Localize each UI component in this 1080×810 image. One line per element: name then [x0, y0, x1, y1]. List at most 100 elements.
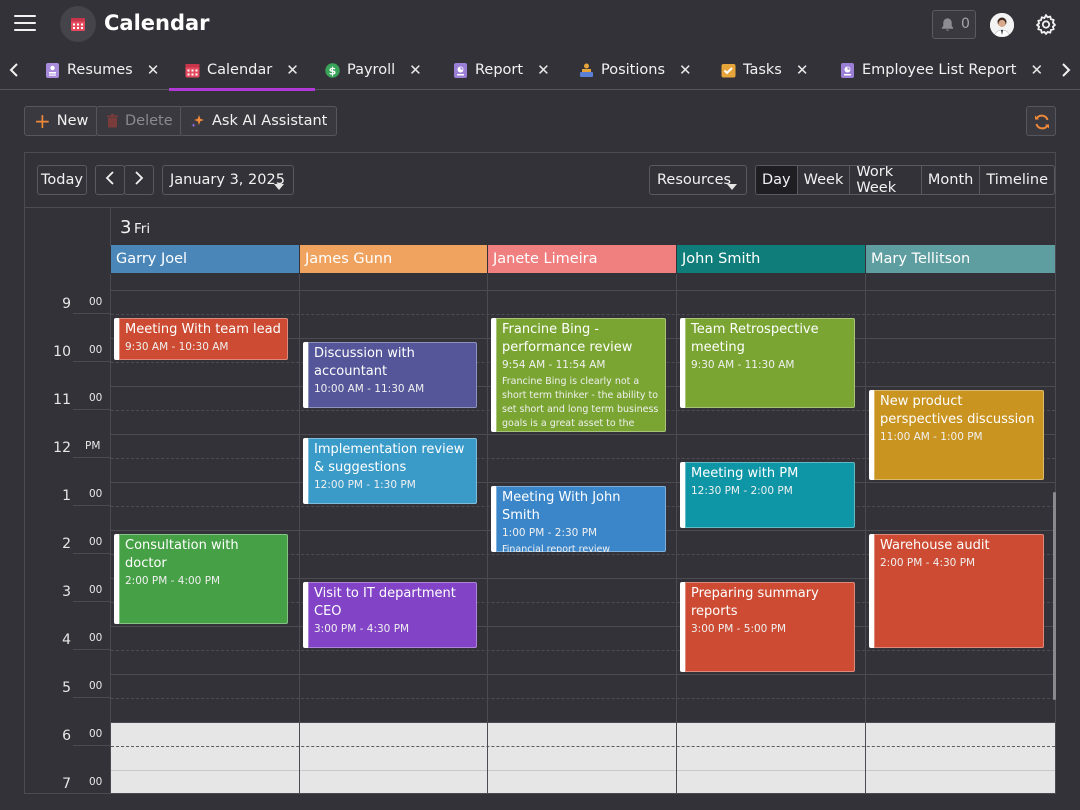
- tasks-icon: [721, 63, 736, 78]
- resources-dropdown[interactable]: Resources: [649, 165, 747, 195]
- appointment[interactable]: Implementation review & suggestions 12:0…: [303, 438, 477, 504]
- view-work-week-button[interactable]: Work Week: [849, 166, 921, 194]
- date-navigator-dropdown[interactable]: January 3, 2025: [162, 165, 294, 195]
- hour-label: 7: [62, 776, 71, 792]
- time-grid[interactable]: 9 00 10 00 11 00 12 PM 1 00 2 00 3 00 4 00 5 00 6…: [25, 274, 1055, 793]
- hour-label: 10: [53, 344, 71, 360]
- tabs-scroll-left-icon[interactable]: [4, 60, 24, 80]
- appointment-title: Francine Bing - performance review: [502, 322, 633, 355]
- view-timeline-button[interactable]: Timeline: [979, 166, 1054, 194]
- appointment[interactable]: Visit to IT department CEO 3:00 PM - 4:3…: [303, 582, 477, 648]
- tab-payroll[interactable]: $ Payroll ✕: [325, 50, 422, 90]
- appointment[interactable]: Francine Bing - performance review 9:54 …: [491, 318, 666, 432]
- view-month-button[interactable]: Month: [920, 166, 979, 194]
- tab-label: Employee List Report: [862, 62, 1017, 78]
- day-header: 3 Fri: [110, 208, 1055, 246]
- appointment-time: 1:00 PM - 2:30 PM: [502, 527, 598, 539]
- trash-icon: [106, 114, 119, 128]
- settings-gear-icon[interactable]: [1034, 13, 1058, 37]
- user-avatar[interactable]: [990, 13, 1014, 37]
- hour-label: 5: [62, 680, 71, 696]
- hour-label: 1: [62, 488, 71, 504]
- hour-sublabel: PM: [85, 440, 101, 452]
- hour-label: 3: [62, 584, 71, 600]
- tab-positions[interactable]: Positions ✕: [579, 50, 692, 90]
- appointment-time: 12:30 PM - 2:00 PM: [691, 485, 793, 497]
- report-icon: [840, 62, 855, 78]
- payroll-icon: $: [325, 62, 340, 78]
- appointment-title: Warehouse audit: [880, 538, 990, 553]
- view-switcher: Day Week Work Week Month Timeline: [755, 165, 1055, 195]
- new-button-label: New: [56, 113, 89, 129]
- close-icon[interactable]: ✕: [286, 61, 299, 79]
- appointment[interactable]: Preparing summary reports 3:00 PM - 5:00…: [680, 582, 855, 672]
- appointment[interactable]: Team Retrospective meeting 9:30 AM - 11:…: [680, 318, 855, 408]
- tab-label: Tasks: [743, 62, 782, 78]
- menu-icon[interactable]: [14, 15, 36, 33]
- resource-header-janete-limeira: Janete Limeira: [488, 245, 676, 273]
- day-number: 3: [120, 217, 132, 238]
- hour-sublabel: 00: [89, 680, 103, 692]
- close-icon[interactable]: ✕: [409, 61, 422, 79]
- appointment[interactable]: New product perspectives discussion 11:0…: [869, 390, 1044, 480]
- view-week-button[interactable]: Week: [796, 166, 850, 194]
- appointment-title: Preparing summary reports: [691, 586, 819, 619]
- hour-sublabel: 00: [89, 488, 103, 500]
- close-icon[interactable]: ✕: [795, 61, 809, 79]
- top-bar: Calendar 0: [0, 0, 1080, 50]
- refresh-icon: [1033, 113, 1051, 135]
- hour-sublabel: 00: [89, 728, 103, 740]
- new-button[interactable]: + New: [24, 106, 99, 136]
- tab-resumes[interactable]: Resumes ✕: [45, 50, 159, 90]
- tab-employee-list-report[interactable]: Employee List Report ✕: [840, 50, 1043, 90]
- view-day-button[interactable]: Day: [756, 166, 797, 194]
- resources-label: Resources: [657, 172, 732, 188]
- tab-calendar[interactable]: Calendar ✕: [169, 50, 315, 91]
- tabs-scroll-right-icon[interactable]: [1056, 60, 1076, 80]
- resource-header-mary-tellitson: Mary Tellitson: [866, 245, 1055, 273]
- appointment[interactable]: Consultation with doctor 2:00 PM - 4:00 …: [114, 534, 288, 624]
- ai-button-label: Ask AI Assistant: [212, 113, 328, 129]
- appointment[interactable]: Warehouse audit 2:00 PM - 4:30 PM: [869, 534, 1044, 648]
- hour-sublabel: 00: [89, 776, 103, 788]
- sparkle-icon: [190, 113, 206, 129]
- calendar-icon: [185, 63, 200, 78]
- hour-sublabel: 00: [89, 296, 103, 308]
- app-title: Calendar: [104, 11, 210, 35]
- close-icon[interactable]: ✕: [679, 61, 692, 79]
- positions-icon: [579, 63, 594, 78]
- appointment-title: Meeting With team lead: [125, 322, 281, 337]
- refresh-button[interactable]: [1026, 106, 1056, 136]
- prev-date-button[interactable]: [95, 165, 125, 195]
- hour-sublabel: 00: [89, 632, 103, 644]
- appointment-time: 9:30 AM - 10:30 AM: [125, 341, 229, 353]
- hour-sublabel: 00: [89, 392, 103, 404]
- today-button[interactable]: Today: [37, 165, 87, 195]
- delete-button[interactable]: Delete: [96, 106, 183, 136]
- close-icon[interactable]: ✕: [537, 61, 550, 79]
- tab-report[interactable]: Report ✕: [453, 50, 550, 90]
- appointment[interactable]: Meeting With team lead 9:30 AM - 10:30 A…: [114, 318, 288, 360]
- document-tab-bar: Resumes ✕ Calendar ✕ $ Payroll ✕ Report …: [0, 50, 1080, 91]
- vertical-scrollbar[interactable]: [1053, 492, 1056, 700]
- close-icon[interactable]: ✕: [1030, 61, 1044, 79]
- appointment[interactable]: Meeting With John Smith 1:00 PM - 2:30 P…: [491, 486, 666, 552]
- appointment-description: Financial report review: [502, 544, 611, 552]
- hour-label: 9: [62, 296, 71, 312]
- appointment-title: Discussion with accountant: [314, 346, 415, 379]
- appointment[interactable]: Meeting with PM 12:30 PM - 2:00 PM: [680, 462, 855, 528]
- scheduler: Today January 3, 2025 Resources Day Week…: [24, 152, 1056, 794]
- chevron-right-icon: [133, 171, 145, 189]
- appointment-time: 2:00 PM - 4:30 PM: [880, 557, 976, 569]
- resource-header-james-gunn: James Gunn: [300, 245, 487, 273]
- hour-label: 4: [62, 632, 71, 648]
- appointment-time: 11:00 AM - 1:00 PM: [880, 431, 983, 443]
- ask-ai-assistant-button[interactable]: Ask AI Assistant: [180, 106, 338, 136]
- appointment[interactable]: Discussion with accountant 10:00 AM - 11…: [303, 342, 477, 408]
- resource-header-john-smith: John Smith: [677, 245, 865, 273]
- appointment-time: 9:54 AM - 11:54 AM: [502, 359, 606, 371]
- next-date-button[interactable]: [124, 165, 154, 195]
- close-icon[interactable]: ✕: [146, 61, 160, 79]
- notifications-button[interactable]: 0: [932, 10, 976, 39]
- tab-tasks[interactable]: Tasks ✕: [721, 50, 808, 90]
